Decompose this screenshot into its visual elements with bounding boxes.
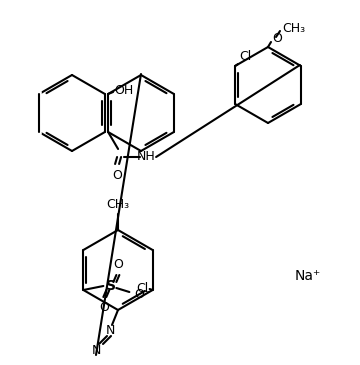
Text: CH₃: CH₃ — [282, 23, 305, 35]
Text: CH₃: CH₃ — [107, 198, 130, 211]
Text: N: N — [91, 343, 101, 357]
Text: Cl: Cl — [136, 281, 149, 295]
Text: Na⁺: Na⁺ — [295, 269, 321, 283]
Text: OH: OH — [114, 84, 133, 96]
Text: S: S — [106, 279, 116, 293]
Text: O: O — [272, 32, 282, 46]
Text: Cl: Cl — [239, 50, 251, 63]
Text: O: O — [112, 169, 122, 182]
Text: O: O — [113, 258, 123, 271]
Text: O⁻: O⁻ — [134, 288, 151, 300]
Text: N: N — [105, 323, 115, 337]
Text: NH: NH — [137, 150, 156, 164]
Text: O: O — [99, 301, 109, 314]
